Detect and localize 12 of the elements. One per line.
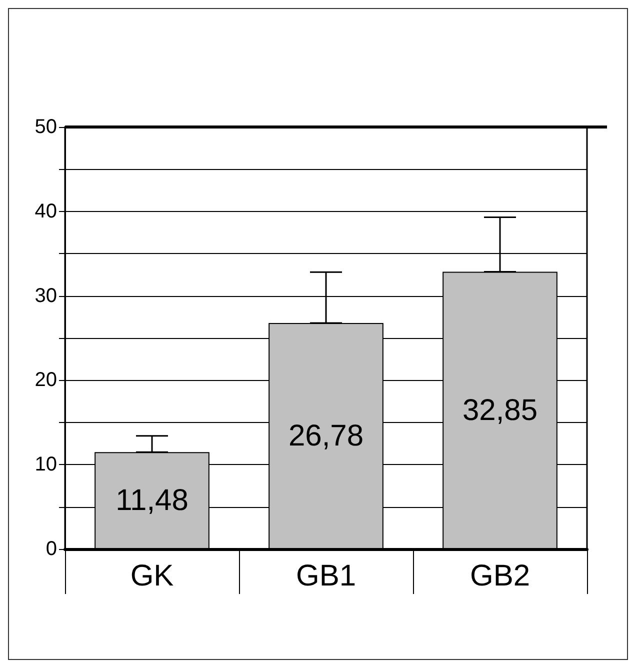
y-tick-label: 50 <box>34 116 57 138</box>
x-tick-label: GK <box>130 560 174 592</box>
y-tick-label: 10 <box>34 454 57 476</box>
x-tick-label: GB1 <box>296 560 356 592</box>
x-tick-label: GB2 <box>470 560 530 592</box>
y-tick-label: 40 <box>34 200 57 222</box>
data-label: 11,48 <box>116 484 188 518</box>
y-tick-label: 20 <box>34 369 57 392</box>
y-tick-label: 0 <box>46 538 57 560</box>
data-label: 32,85 <box>462 394 538 427</box>
data-label: 26,78 <box>288 419 364 452</box>
y-tick-label: 30 <box>34 284 57 307</box>
